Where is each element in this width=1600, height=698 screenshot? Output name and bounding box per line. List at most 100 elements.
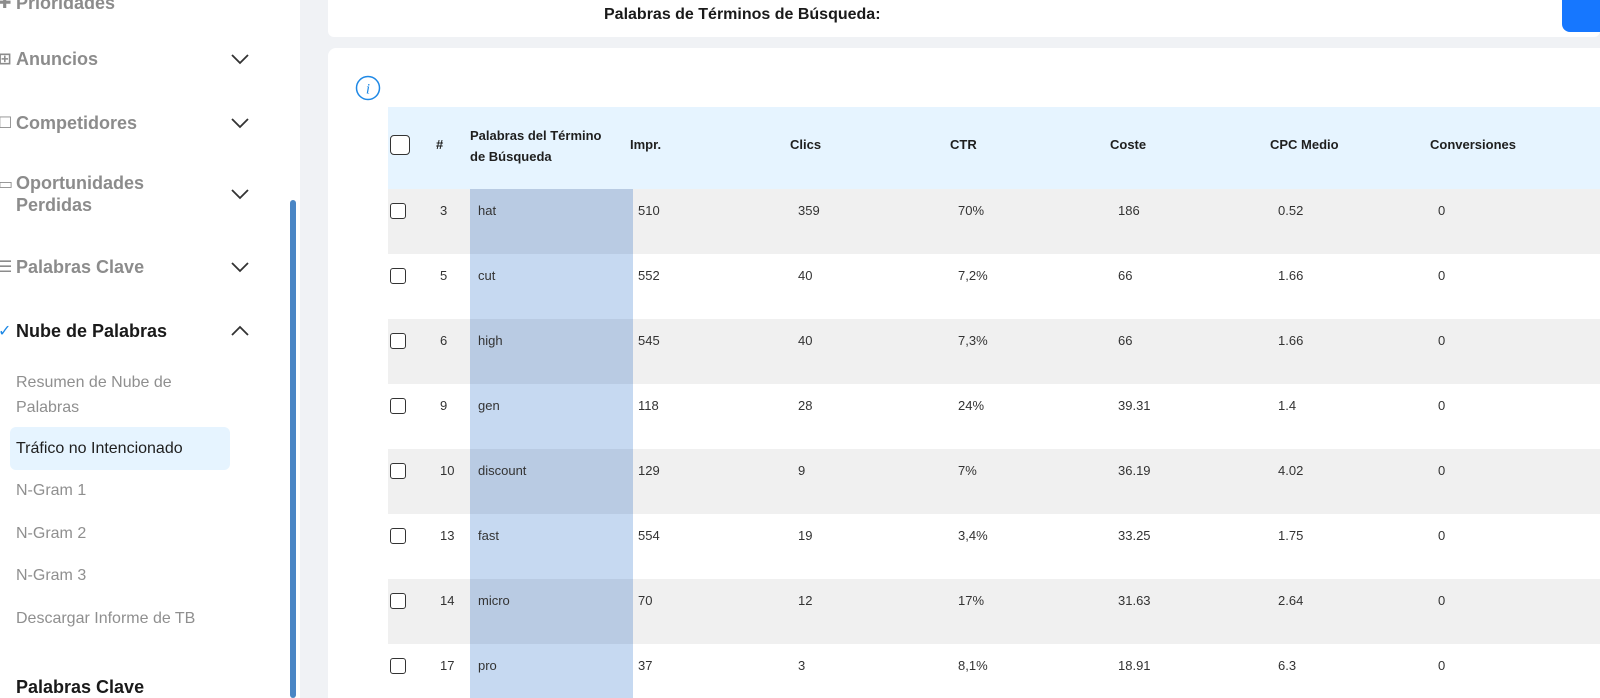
cell-conversiones: 0 [1438,528,1446,543]
cell-coste: 39.31 [1118,398,1151,413]
col-header-term[interactable]: Palabras del Término de Búsqueda [470,128,602,164]
cell-impr: 552 [638,268,660,283]
table-row[interactable]: 6 high 545 40 7,3% 66 1.66 0 [388,319,1600,385]
cell-coste: 186 [1118,203,1140,218]
cell-conversiones: 0 [1438,333,1446,348]
chevron-down-icon[interactable] [230,260,250,274]
sidebar-item-label: Prioridades [16,0,116,13]
cell-impr: 37 [638,658,653,673]
svg-text:i: i [366,82,370,98]
cell-term: hat [478,203,497,218]
cell-term: cut [478,268,496,283]
cell-ctr: 7,3% [958,333,988,348]
col-header-conversiones[interactable]: Conversiones [1430,137,1516,152]
cell-cpc: 1.75 [1278,528,1304,543]
row-checkbox[interactable] [390,528,406,544]
keyword-column-highlight [470,254,633,320]
sidebar-item-oportunidades[interactable]: ▭ Oportunidades Perdidas [0,172,170,216]
cell-num: 14 [440,593,455,608]
col-header-cpc[interactable]: CPC Medio [1270,137,1339,152]
cell-term: pro [478,658,497,673]
row-checkbox[interactable] [390,593,406,609]
cell-cpc: 6.3 [1278,658,1297,673]
cell-impr: 129 [638,463,660,478]
sidebar-scrollbar[interactable] [290,200,296,698]
select-all-checkbox[interactable] [390,135,410,155]
sidebar-item-label: Competidores [16,113,138,133]
table-row[interactable]: 13 fast 554 19 3,4% 33.25 1.75 0 [388,514,1600,580]
keyword-column-highlight [470,384,633,450]
check-icon: ✓ [0,323,12,340]
cell-cpc: 1.66 [1278,268,1304,283]
sidebar-sub-item-ngram-2[interactable]: N-Gram 2 [16,525,87,542]
cell-impr: 545 [638,333,660,348]
chevron-down-icon[interactable] [230,116,250,130]
cell-clics: 12 [798,593,813,608]
col-header-clics[interactable]: Clics [790,137,822,152]
row-checkbox[interactable] [390,658,406,674]
header-card: Palabras de Términos de Búsqueda: [328,0,1600,37]
cell-impr: 510 [638,203,660,218]
info-icon[interactable]: i [355,75,381,101]
priority-icon: ✚ [0,0,12,12]
sidebar-item-label: Nube de Palabras [16,321,168,341]
cell-ctr: 70% [958,203,985,218]
list-icon: ☰ [0,259,13,276]
sidebar-section-palabras-clave[interactable]: Palabras Clave [16,676,286,698]
sidebar-item-label: Anuncios [16,49,99,69]
table-row[interactable]: 10 discount 129 9 7% 36.19 4.02 0 [388,449,1600,515]
sidebar-item-palabras-clave[interactable]: ☰ Palabras Clave [0,256,270,278]
sidebar-sub-item-descargar[interactable]: Descargar Informe de TB [16,610,196,627]
cell-clics: 359 [798,203,820,218]
cell-ctr: 8,1% [958,658,988,673]
cell-num: 9 [440,398,448,413]
cell-conversiones: 0 [1438,203,1446,218]
cell-clics: 40 [798,333,813,348]
cell-conversiones: 0 [1438,658,1446,673]
row-checkbox[interactable] [390,333,406,349]
cell-cpc: 1.4 [1278,398,1297,413]
cell-clics: 28 [798,398,813,413]
keyword-column-highlight [470,189,633,255]
table-row[interactable]: 14 micro 70 12 17% 31.63 2.64 0 [388,579,1600,645]
cell-clics: 19 [798,528,813,543]
cell-impr: 554 [638,528,660,543]
chevron-down-icon[interactable] [230,187,250,201]
page-title: Palabras de Términos de Búsqueda: [604,6,881,23]
sidebar-sub-item-resumen[interactable]: Resumen de Nube de Palabras [16,374,172,416]
col-header-num[interactable]: # [436,137,444,152]
cell-cpc: 4.02 [1278,463,1304,478]
table-row[interactable]: 9 gen 118 28 24% 39.31 1.4 0 [388,384,1600,450]
row-checkbox[interactable] [390,463,406,479]
sidebar-sub-item-ngram-1[interactable]: N-Gram 1 [16,482,87,499]
col-header-impr[interactable]: Impr. [630,137,662,152]
sidebar-item-anuncios[interactable]: ⊞ Anuncios [0,48,270,70]
cell-ctr: 3,4% [958,528,988,543]
cell-conversiones: 0 [1438,463,1446,478]
cell-impr: 70 [638,593,653,608]
row-checkbox[interactable] [390,398,406,414]
sidebar-section-label: Palabras Clave [16,677,145,697]
cell-coste: 33.25 [1118,528,1151,543]
chevron-up-icon[interactable] [230,324,250,338]
sidebar-item-prioridades[interactable]: ✚ Prioridades [0,0,270,14]
row-checkbox[interactable] [390,268,406,284]
cell-num: 17 [440,658,455,673]
table-row[interactable]: 3 hat 510 359 70% 186 0.52 0 [388,189,1600,255]
sidebar-sub-item-ngram-3[interactable]: N-Gram 3 [16,567,87,584]
chevron-down-icon[interactable] [230,52,250,66]
sidebar-item-competidores[interactable]: ☐ Competidores [0,112,270,134]
table-row[interactable]: 5 cut 552 40 7,2% 66 1.66 0 [388,254,1600,320]
row-checkbox[interactable] [390,203,406,219]
cell-num: 6 [440,333,448,348]
sidebar-sub-item-trafico[interactable]: Tráfico no Intencionado [10,427,230,470]
sidebar-item-nube-de-palabras[interactable]: ✓ Nube de Palabras [0,320,270,342]
cell-cpc: 0.52 [1278,203,1304,218]
action-button[interactable] [1562,0,1600,32]
keyword-column-highlight [470,514,633,580]
cell-num: 13 [440,528,455,543]
cell-term: discount [478,463,527,478]
table-row[interactable]: 17 pro 37 3 8,1% 18.91 6.3 0 [388,644,1600,698]
col-header-ctr[interactable]: CTR [950,137,977,152]
col-header-coste[interactable]: Coste [1110,137,1147,152]
